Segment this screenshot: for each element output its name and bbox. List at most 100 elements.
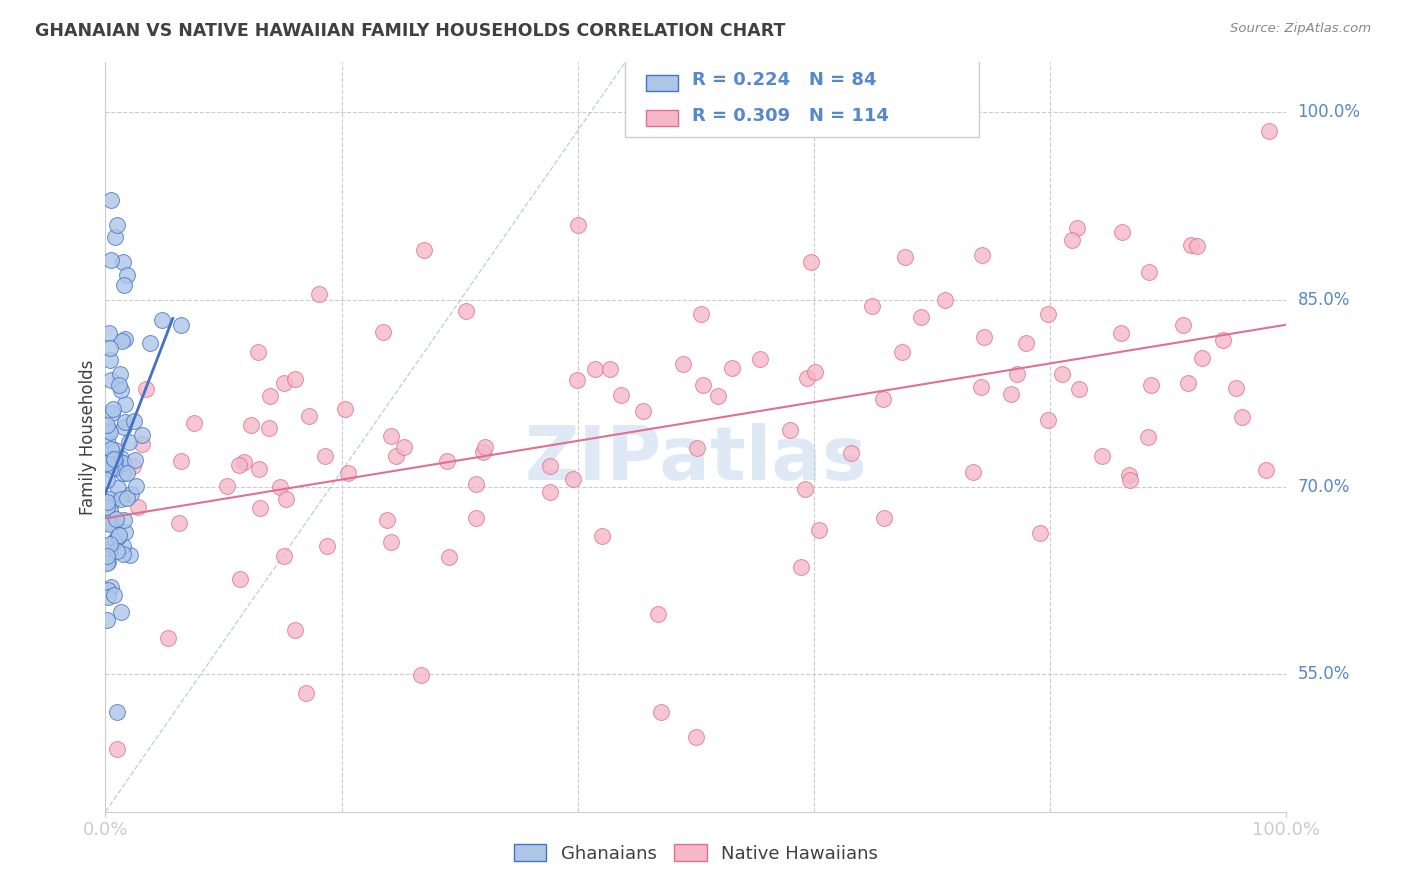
Point [100, 442, 122, 456]
Point [436, 454, 458, 468]
Point [1069, 382, 1091, 396]
Point [1052, 367, 1074, 381]
Point [103, 589, 125, 603]
Point [110, 451, 132, 466]
Point [101, 451, 124, 466]
Point [839, 446, 862, 460]
Point [98, 542, 121, 557]
Point [150, 313, 173, 327]
Point [1212, 334, 1234, 348]
Point [1173, 318, 1195, 333]
Point [1257, 124, 1279, 138]
Point [273, 376, 295, 391]
Point [104, 454, 127, 468]
Point [1118, 467, 1140, 482]
Point [807, 523, 830, 537]
Point [229, 572, 252, 586]
Point [1119, 474, 1142, 488]
Point [1005, 367, 1028, 381]
Point [97, 583, 120, 598]
Point [686, 442, 709, 456]
Point [567, 373, 589, 387]
Point [610, 388, 633, 402]
Point [100, 580, 122, 594]
Point [107, 481, 129, 495]
Point [1137, 265, 1160, 279]
Legend: Ghanaians, Native Hawaiians: Ghanaians, Native Hawaiians [506, 837, 886, 870]
Point [295, 686, 318, 700]
Point [371, 325, 394, 339]
Point [561, 472, 583, 486]
Point [104, 230, 127, 244]
Point [100, 374, 122, 388]
Point [1111, 225, 1133, 239]
Point [284, 623, 307, 637]
Point [170, 454, 193, 468]
Point [333, 401, 356, 416]
Point [96, 457, 118, 471]
Point [107, 530, 129, 544]
Point [860, 299, 883, 313]
Point [474, 440, 496, 454]
Point [127, 500, 149, 514]
Point [96, 495, 118, 509]
Point [591, 528, 613, 542]
Point [97, 447, 120, 461]
Point [118, 548, 141, 562]
Point [316, 539, 339, 553]
Point [156, 631, 179, 645]
Point [115, 491, 138, 505]
Point [257, 421, 280, 435]
Point [894, 250, 917, 264]
Point [308, 287, 330, 301]
Point [124, 453, 146, 467]
Point [100, 496, 122, 510]
Point [380, 428, 402, 442]
Point [873, 511, 896, 525]
Point [131, 428, 153, 442]
Point [96, 418, 118, 433]
Point [239, 417, 262, 432]
Point [96, 613, 118, 627]
Point [1140, 378, 1163, 392]
Point [437, 550, 460, 565]
Point [748, 352, 770, 367]
Point [1225, 380, 1247, 394]
Point [112, 277, 135, 292]
Point [298, 409, 321, 424]
Text: GHANAIAN VS NATIVE HAWAIIAN FAMILY HOUSEHOLDS CORRELATION CHART: GHANAIAN VS NATIVE HAWAIIAN FAMILY HOUSE… [35, 22, 786, 40]
Point [794, 483, 817, 497]
Point [1060, 233, 1083, 247]
Point [131, 437, 153, 451]
Point [538, 484, 561, 499]
Point [970, 380, 993, 394]
Text: ZIPatlas: ZIPatlas [524, 423, 868, 496]
Point [104, 442, 127, 457]
Point [1137, 430, 1160, 444]
Point [567, 218, 589, 232]
Point [110, 383, 132, 397]
Text: Source: ZipAtlas.com: Source: ZipAtlas.com [1230, 22, 1371, 36]
Point [100, 516, 122, 531]
Point [135, 382, 157, 396]
Point [454, 304, 477, 318]
Point [111, 539, 134, 553]
Point [259, 389, 281, 403]
Point [375, 513, 398, 527]
Point [103, 402, 125, 417]
Point [105, 512, 128, 526]
Point [672, 357, 695, 371]
Point [98, 503, 121, 517]
Point [115, 268, 138, 282]
Point [583, 362, 606, 376]
Point [337, 466, 360, 480]
Bar [647, 75, 678, 91]
Point [1254, 463, 1277, 477]
Point [122, 459, 145, 474]
Point [1036, 413, 1059, 427]
Point [890, 345, 912, 359]
Text: 55.0%: 55.0% [1298, 665, 1350, 683]
Point [790, 559, 813, 574]
Point [98, 537, 121, 551]
Point [96, 453, 118, 467]
